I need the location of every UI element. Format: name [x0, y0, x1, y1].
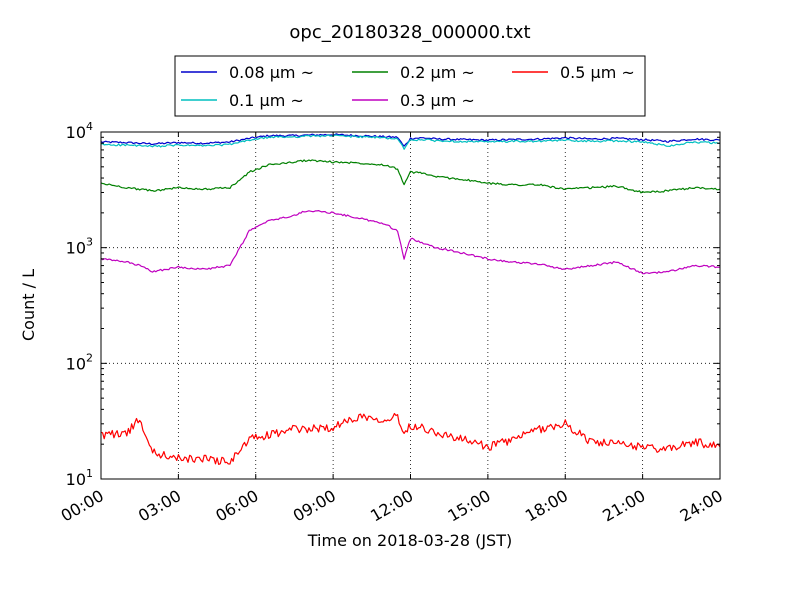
y-tick-label: 101	[66, 467, 93, 489]
legend-label: 0.3 μm ~	[400, 91, 475, 110]
x-axis-title: Time on 2018-03-28 (JST)	[307, 531, 512, 550]
series-line	[100, 210, 721, 275]
legend-label: 0.1 μm ~	[229, 91, 304, 110]
y-tick-label: 103	[66, 236, 93, 258]
y-axis-title: Count / L	[19, 269, 38, 341]
legend-label: 0.2 μm ~	[400, 63, 475, 82]
series-line	[100, 133, 721, 147]
series-line	[100, 134, 721, 150]
chart-title: opc_20180328_000000.txt	[289, 22, 530, 43]
legend-label: 0.08 μm ~	[229, 63, 314, 82]
legend-label: 0.5 μm ~	[560, 63, 635, 82]
series-layer	[100, 133, 721, 465]
legend-frame	[174, 55, 646, 117]
series-line	[100, 159, 721, 194]
series-line	[100, 412, 721, 465]
y-tick-label: 104	[66, 120, 93, 142]
y-axis: 101 102 103 104	[66, 120, 720, 489]
y-tick-label: 102	[66, 351, 93, 373]
legend: 0.08 μm ~ 0.1 μm ~ 0.2 μm ~ 0.3 μm ~ 0.5 μm …	[174, 55, 646, 117]
